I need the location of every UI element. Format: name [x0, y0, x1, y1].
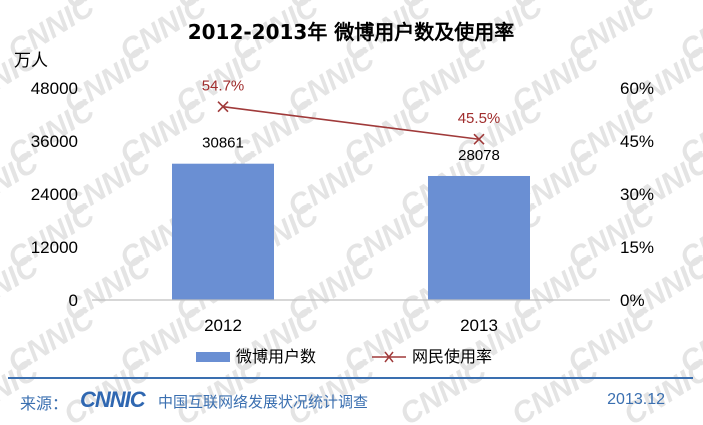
- rate-data-label: 45.5%: [458, 110, 501, 127]
- y-right-tick-label: 45%: [620, 132, 654, 151]
- report-date: 2013.12: [607, 391, 665, 408]
- combo-chart: 2012-2013年 微博用户数及使用率 万人 0 12000 24000 36000…: [14, 20, 654, 366]
- y-left-tick-label: 24000: [31, 185, 78, 204]
- footer-rule: [8, 377, 693, 379]
- bar-data-label: 30861: [202, 135, 244, 152]
- legend-label-users: 微博用户数: [236, 347, 316, 366]
- chart-title: 2012-2013年 微博用户数及使用率: [188, 20, 515, 44]
- y-left-tick-label: 36000: [31, 132, 78, 151]
- y-left-tick-label: 0: [69, 291, 78, 310]
- source-organization: 中国互联网络发展状况统计调查: [158, 393, 369, 411]
- x-tick-label: 2013: [460, 316, 498, 335]
- y-left-unit: 万人: [14, 51, 48, 71]
- y-left-tick-label: 12000: [31, 238, 78, 257]
- x-tick-label: 2012: [204, 316, 242, 335]
- rate-data-label: 54.7%: [202, 78, 245, 95]
- legend: 微博用户数 网民使用率: [196, 347, 492, 366]
- source-label: 来源：: [20, 394, 69, 413]
- legend-x-marker-icon: [384, 351, 394, 363]
- rate-point-marker: [473, 133, 485, 145]
- legend-swatch-bar: [196, 352, 230, 362]
- rate-point-marker: [217, 101, 229, 113]
- rate-line: [222, 105, 480, 141]
- y-left-tick-label: 48000: [31, 79, 78, 98]
- cnnic-logo: CNNIC: [80, 387, 146, 412]
- y-right-tick-label: 60%: [620, 79, 654, 98]
- y-right-tick-label: 15%: [620, 238, 654, 257]
- y-right-tick-label: 0%: [620, 291, 645, 310]
- bar: [172, 163, 274, 300]
- y-right-tick-label: 30%: [620, 185, 654, 204]
- legend-label-rate: 网民使用率: [412, 347, 492, 366]
- bar-data-label: 28078: [458, 147, 500, 164]
- bar: [428, 175, 530, 300]
- footer: 来源： CNNIC 中国互联网络发展状况统计调查 2013.12: [0, 377, 703, 425]
